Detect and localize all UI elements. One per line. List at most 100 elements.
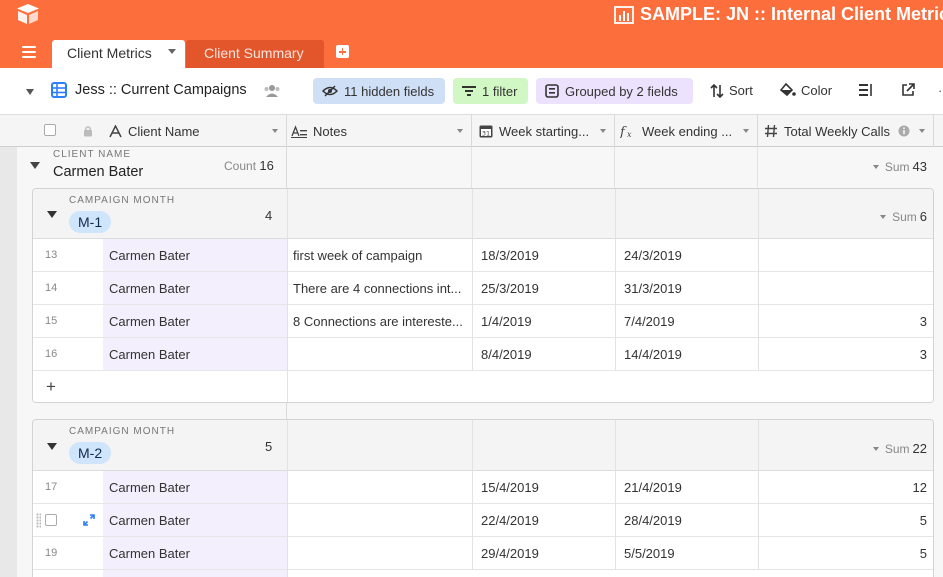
collapse-group-icon[interactable]: [47, 211, 57, 218]
tab-client-metrics[interactable]: Client Metrics: [52, 40, 185, 68]
total-weekly-calls-cell[interactable]: 12: [912, 480, 927, 495]
column-week-starting[interactable]: 31 Week starting...: [472, 115, 615, 147]
add-record-icon[interactable]: +: [46, 377, 56, 396]
chevron-down-icon: [880, 214, 887, 219]
add-table-icon[interactable]: [336, 45, 349, 58]
row-number: 19: [45, 547, 58, 559]
color-button[interactable]: Color: [780, 83, 832, 98]
subgroup-m2: CAMPAIGN MONTH M-2 5 Sum 22 17 Carmen Ba…: [32, 419, 934, 577]
week-starting-cell[interactable]: 15/4/2019: [481, 480, 539, 495]
client-name-cell[interactable]: [103, 570, 287, 577]
select-all-checkbox[interactable]: [44, 124, 56, 136]
column-divider: [614, 147, 615, 189]
column-total-weekly-calls[interactable]: Total Weekly Calls: [758, 115, 934, 147]
chevron-down-icon[interactable]: [600, 129, 606, 133]
drag-handle-icon[interactable]: [36, 513, 41, 528]
client-name-cell[interactable]: Carmen Bater: [103, 504, 287, 536]
table-row[interactable]: 16 Carmen Bater 8/4/2019 14/4/2019 3: [33, 338, 933, 371]
collapse-group-icon[interactable]: [47, 443, 57, 450]
collaborators-icon[interactable]: [263, 84, 281, 98]
filter-button[interactable]: 1 filter: [453, 78, 528, 104]
client-name-cell[interactable]: Carmen Bater: [103, 537, 287, 569]
count-label: Count: [224, 159, 257, 173]
table-row[interactable]: 14 Carmen Bater There are 4 connections …: [33, 272, 933, 305]
column-divider: [287, 272, 288, 305]
sort-button[interactable]: Sort: [710, 83, 753, 98]
lock-icon: [84, 126, 92, 137]
week-starting-cell[interactable]: 29/4/2019: [481, 546, 539, 561]
external-link-icon: [902, 83, 915, 96]
group-field-label: CAMPAIGN MONTH: [69, 195, 176, 206]
table-row[interactable]: 13 Carmen Bater first week of campaign 1…: [33, 239, 933, 272]
tab-client-summary[interactable]: Client Summary: [186, 40, 324, 68]
total-weekly-calls-cell[interactable]: 3: [919, 314, 927, 329]
week-starting-cell[interactable]: 25/3/2019: [481, 281, 539, 296]
share-view-button[interactable]: [901, 83, 915, 97]
expand-record-icon[interactable]: [83, 514, 95, 526]
column-client-name[interactable]: Client Name: [101, 115, 287, 147]
base-title[interactable]: SAMPLE: JN :: Internal Client Metrics: [614, 4, 943, 25]
week-ending-cell[interactable]: 14/4/2019: [624, 347, 682, 362]
week-starting-cell[interactable]: 8/4/2019: [481, 347, 532, 362]
table-row-hovered[interactable]: Carmen Bater 22/4/2019 28/4/2019 5: [33, 504, 933, 537]
airtable-logo-icon[interactable]: [16, 3, 40, 25]
client-name-cell[interactable]: Carmen Bater: [103, 305, 287, 337]
hamburger-menu-icon[interactable]: [22, 46, 36, 58]
group-button[interactable]: Grouped by 2 fields: [536, 78, 693, 104]
week-ending-cell[interactable]: 21/4/2019: [624, 480, 682, 495]
week-starting-cell[interactable]: 22/4/2019: [481, 513, 539, 528]
more-options-icon[interactable]: ·: [938, 83, 943, 98]
total-weekly-calls-cell[interactable]: 5: [919, 546, 927, 561]
column-notes[interactable]: Notes: [287, 115, 472, 147]
sum-value: 22: [912, 441, 927, 456]
group-sum[interactable]: Sum 22: [872, 441, 927, 456]
week-ending-cell[interactable]: 28/4/2019: [624, 513, 682, 528]
column-divider: [287, 537, 288, 570]
column-divider: [758, 504, 759, 537]
table-row[interactable]: [33, 570, 933, 577]
view-switcher[interactable]: Jess :: Current Campaigns: [51, 82, 247, 98]
group-sum[interactable]: Sum 6: [880, 209, 927, 224]
info-icon[interactable]: [898, 125, 910, 137]
row-height-button[interactable]: [859, 83, 874, 97]
client-name-cell[interactable]: Carmen Bater: [103, 338, 287, 370]
color-label: Color: [801, 83, 833, 98]
week-starting-cell[interactable]: 18/3/2019: [481, 248, 539, 263]
client-name-cell[interactable]: Carmen Bater: [103, 471, 287, 503]
total-weekly-calls-cell[interactable]: 3: [919, 347, 927, 362]
row-checkbox[interactable]: [45, 514, 57, 526]
chevron-down-icon[interactable]: [457, 129, 463, 133]
chevron-down-icon[interactable]: [743, 129, 749, 133]
column-divider: [615, 504, 616, 537]
chevron-down-icon[interactable]: [272, 129, 278, 133]
week-ending-cell[interactable]: 24/3/2019: [624, 248, 682, 263]
client-name-cell[interactable]: Carmen Bater: [103, 272, 287, 304]
view-switcher-caret-icon[interactable]: [26, 89, 34, 95]
chevron-down-icon: [872, 164, 879, 169]
table-row[interactable]: 17 Carmen Bater 15/4/2019 21/4/2019 12: [33, 471, 933, 504]
group-sum[interactable]: Sum 43: [872, 159, 927, 174]
notes-cell[interactable]: 8 Connections are intereste...: [293, 314, 463, 329]
column-label: Client Name: [128, 123, 200, 139]
week-ending-cell[interactable]: 31/3/2019: [624, 281, 682, 296]
table-row[interactable]: 19 Carmen Bater 29/4/2019 5/5/2019 5: [33, 537, 933, 570]
count-value: 4: [265, 208, 273, 223]
chevron-down-icon[interactable]: [168, 49, 176, 54]
table-row[interactable]: 15 Carmen Bater 8 Connections are intere…: [33, 305, 933, 338]
total-weekly-calls-cell[interactable]: 5: [919, 513, 927, 528]
chevron-down-icon[interactable]: [919, 129, 925, 133]
group-value: Carmen Bater: [53, 164, 144, 180]
add-record-row[interactable]: +: [33, 371, 933, 402]
column-divider: [758, 305, 759, 338]
row-number: 15: [45, 315, 58, 327]
column-divider: [615, 189, 616, 239]
week-starting-cell[interactable]: 1/4/2019: [481, 314, 532, 329]
week-ending-cell[interactable]: 5/5/2019: [624, 546, 675, 561]
notes-cell[interactable]: first week of campaign: [293, 248, 423, 263]
notes-cell[interactable]: There are 4 connections int...: [293, 281, 462, 296]
collapse-group-icon[interactable]: [30, 162, 40, 169]
hidden-fields-button[interactable]: 11 hidden fields: [313, 78, 445, 104]
week-ending-cell[interactable]: 7/4/2019: [624, 314, 675, 329]
client-name-cell[interactable]: Carmen Bater: [103, 239, 287, 271]
